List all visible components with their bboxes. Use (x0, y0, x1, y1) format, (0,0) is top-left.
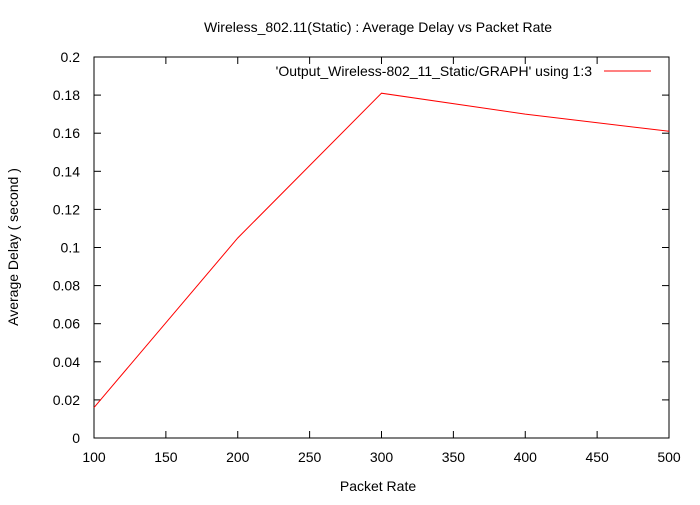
x-tick-label: 150 (154, 449, 178, 465)
y-tick-label: 0.06 (53, 316, 80, 332)
series-layer (93, 92, 670, 408)
y-tick-label: 0.16 (53, 125, 80, 141)
x-tick-label: 450 (585, 449, 609, 465)
y-tick-label: 0.12 (53, 201, 80, 217)
y-axis-label: Average Delay ( second ) (5, 168, 21, 326)
y-tick-label: 0.1 (61, 240, 81, 256)
x-tick-label: 100 (82, 449, 106, 465)
series-line (93, 92, 670, 408)
plot-frame (93, 56, 670, 439)
x-tick-label: 300 (370, 449, 394, 465)
legend: 'Output_Wireless-802_11_Static/GRAPH' us… (276, 63, 651, 79)
y-tick-label: 0 (72, 430, 80, 446)
x-tick-label: 500 (657, 449, 681, 465)
chart-title: Wireless_802.11(Static) : Average Delay … (204, 19, 552, 35)
y-tick-label: 0.2 (61, 49, 81, 65)
y-tick-label: 0.02 (53, 392, 80, 408)
x-axis-label: Packet Rate (340, 478, 416, 494)
axes: 100 150 200 250 300 350 400 450 500 0 0.02 0.04 0.06… (53, 49, 681, 465)
x-tick-label: 200 (226, 449, 250, 465)
y-tick-label: 0.18 (53, 87, 80, 103)
legend-label: 'Output_Wireless-802_11_Static/GRAPH' us… (276, 63, 593, 79)
x-tick-label: 250 (298, 449, 322, 465)
x-tick-label: 350 (442, 449, 466, 465)
y-tick-label: 0.04 (53, 354, 80, 370)
y-tick-label: 0.14 (53, 163, 80, 179)
y-tick-label: 0.08 (53, 278, 80, 294)
x-tick-label: 400 (514, 449, 538, 465)
